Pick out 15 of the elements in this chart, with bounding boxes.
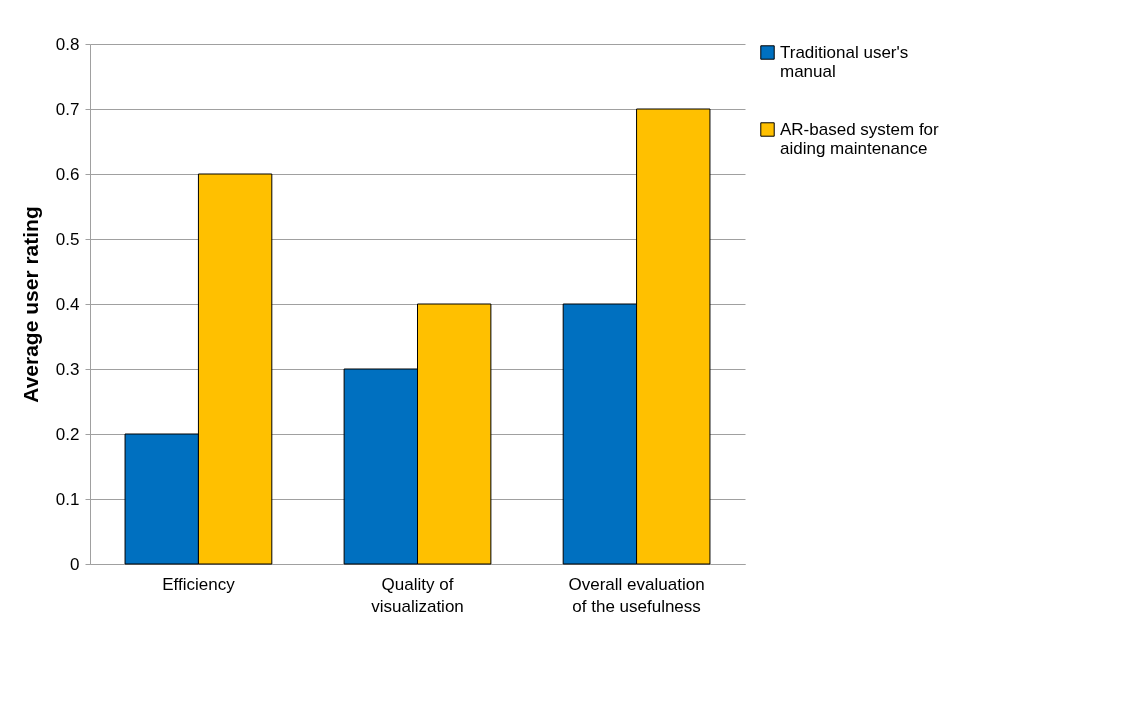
y-tick-label: 0.2 [55,424,80,444]
y-tick-label: 0.6 [55,164,80,184]
x-tick-label: Overall evaluation of the usefulness [568,574,705,616]
y-tick-label: 0.8 [55,34,80,54]
y-axis-title: Average user rating [18,206,42,403]
y-tick-label: 0.1 [55,489,80,509]
y-tick-label: 0.4 [55,294,80,314]
y-tick-label: 0 [70,554,80,574]
legend-label: Traditional user's manual [780,42,909,81]
x-tick-label: Efficiency [162,574,236,594]
y-tick-label: 0.3 [55,359,80,379]
y-tick-label: 0.7 [55,99,80,119]
x-tick-label: Quality of visualization [371,574,464,616]
y-tick-label: 0.5 [55,229,80,249]
legend-label: AR-based system for aiding maintenance [780,119,940,158]
